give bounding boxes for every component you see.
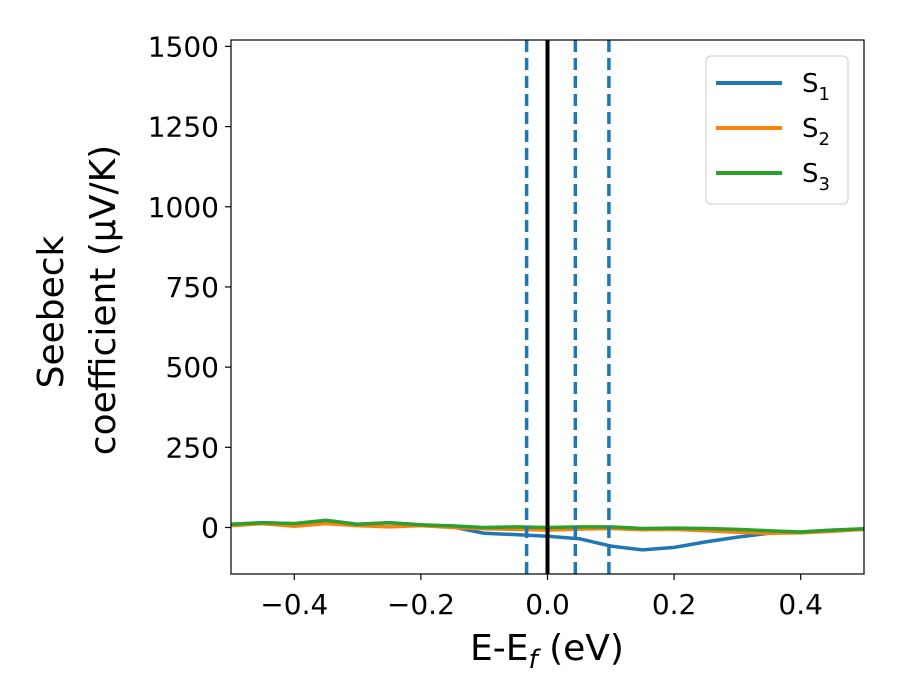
x-tick-label: 0.4: [778, 588, 823, 621]
y-tick-label: 1250: [148, 111, 219, 144]
plot-area: [231, 40, 864, 574]
legend-label-s3: S3: [802, 159, 830, 195]
y-tick-label: 1500: [148, 30, 219, 63]
y-axis-title-line2: coefficient (μV/K): [83, 145, 124, 455]
legend: S1 S2 S3: [705, 55, 849, 205]
y-tick-label: 0: [201, 511, 219, 544]
x-tick-label: −0.4: [260, 588, 328, 621]
x-axis-title: E-Ef (eV): [470, 628, 624, 675]
legend-label-s2: S2: [802, 114, 830, 150]
x-tick-label: 0.0: [525, 588, 570, 621]
x-tick-label: 0.2: [652, 588, 697, 621]
y-tick-label: 250: [166, 431, 219, 464]
y-tick-label: 750: [166, 271, 219, 304]
y-tick-label: 1000: [148, 191, 219, 224]
y-tick-label: 500: [166, 351, 219, 384]
y-axis-title-line1: Seebeck: [31, 235, 72, 388]
axes: −0.4 −0.2 0.0 0.2 0.4 0 250 500 750 1000 1250 1500: [148, 30, 865, 621]
legend-label-s1: S1: [802, 69, 830, 105]
x-tick-label: −0.2: [387, 588, 455, 621]
